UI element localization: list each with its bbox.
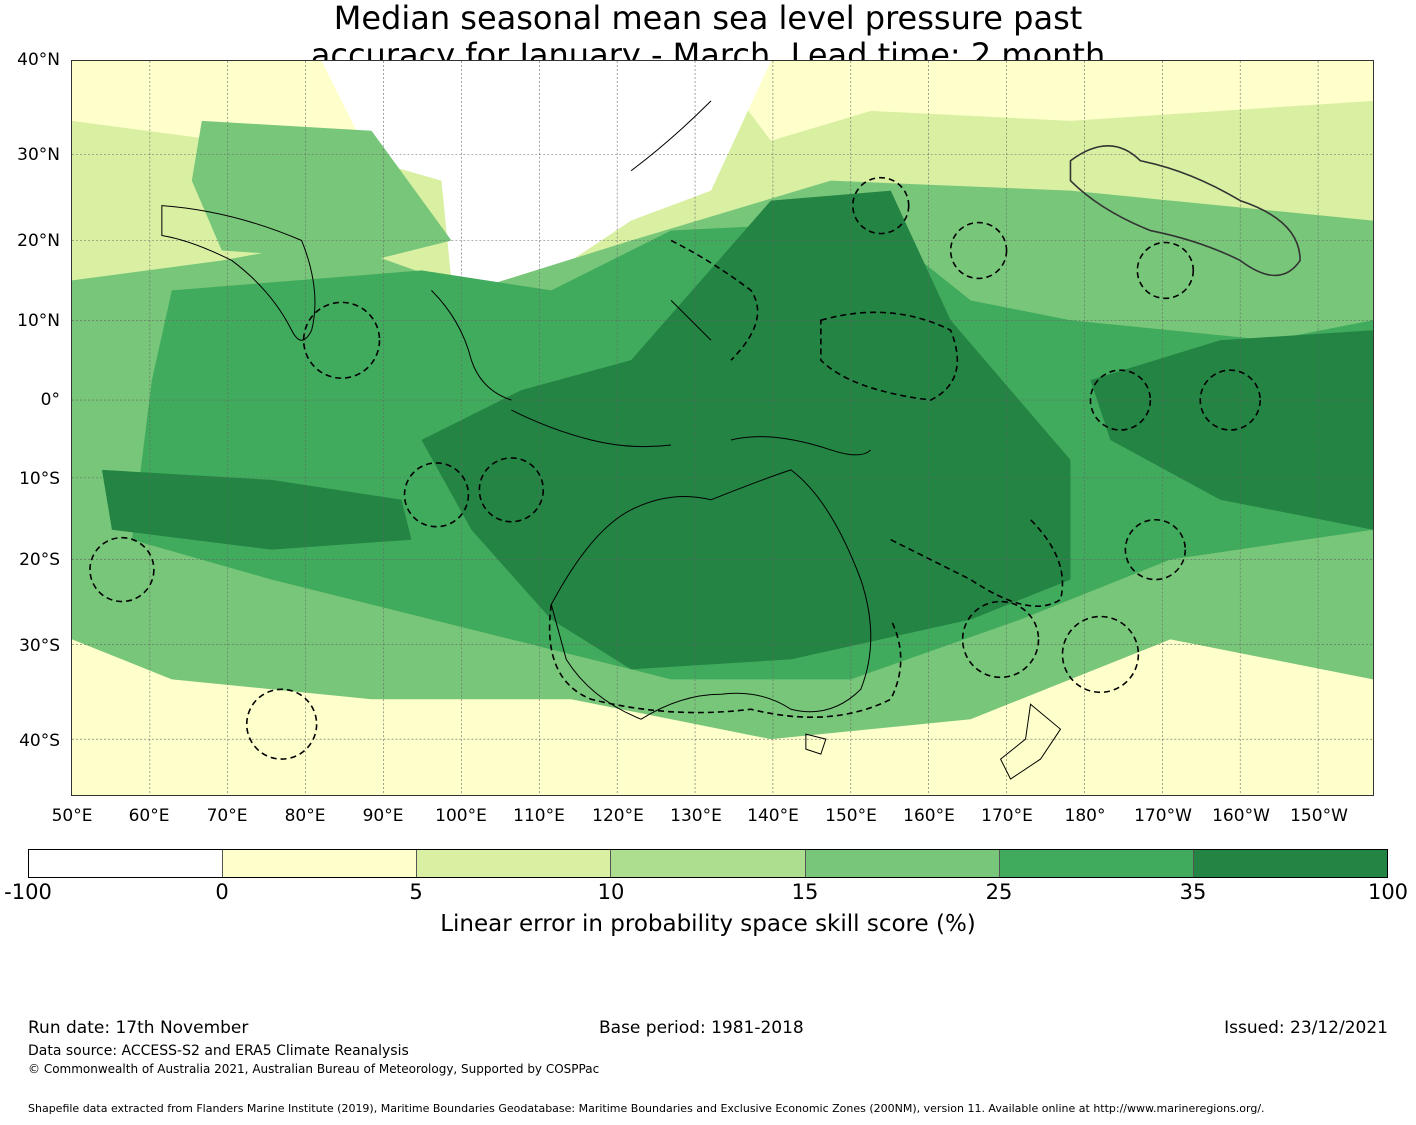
lon-label-50e: 50°E — [51, 806, 93, 826]
lon-label-70e: 70°E — [206, 806, 248, 826]
indonesia-coast — [511, 409, 672, 448]
india-moderate-skill — [191, 120, 452, 261]
lon-label-110e: 110°E — [513, 806, 565, 826]
lon-label-80e: 80°E — [284, 806, 326, 826]
colorbar-tick: -100 — [4, 880, 52, 904]
lon-label-60e: 60°E — [128, 806, 170, 826]
run-date: Run date: 17th November — [28, 1018, 249, 1038]
issued-date: Issued: 23/12/2021 — [1224, 1018, 1388, 1038]
lon-label-170e: 170°E — [981, 806, 1033, 826]
copyright: © Commonwealth of Australia 2021, Austra… — [28, 1062, 600, 1076]
colorbar-segment — [29, 850, 224, 877]
lat-label-10n: 10°N — [17, 311, 60, 331]
colorbar-tick: 15 — [791, 880, 819, 904]
colorbar-tick: 0 — [215, 880, 229, 904]
lat-label-40n: 40°N — [17, 50, 60, 70]
lon-label-170w: 170°W — [1134, 806, 1192, 826]
lon-label-150e: 150°E — [825, 806, 877, 826]
colorbar-label: Linear error in probability space skill … — [440, 911, 976, 937]
lon-label-150w: 150°W — [1290, 806, 1348, 826]
philippines-coast — [670, 299, 712, 341]
lon-label-90e: 90°E — [362, 806, 404, 826]
colorbar-tick: 35 — [1179, 880, 1207, 904]
map-title-line1: Median seasonal mean sea level pressure … — [333, 0, 1083, 37]
base-period: Base period: 1981-2018 — [599, 1018, 804, 1038]
tasmania-coast — [805, 733, 827, 755]
lat-label-20n: 20°N — [17, 231, 60, 251]
new-zealand-coast — [999, 703, 1062, 780]
north-pacific-low-skill-area — [711, 61, 1373, 141]
lat-label-10s: 10°S — [19, 469, 60, 489]
colorbar-tick: 5 — [409, 880, 423, 904]
lon-label-140e: 140°E — [747, 806, 799, 826]
skill-score-map — [71, 60, 1374, 796]
colorbar-segment — [611, 850, 806, 877]
data-source: Data source: ACCESS-S2 and ERA5 Climate … — [28, 1043, 409, 1059]
lat-label-40s: 40°S — [19, 731, 60, 751]
lon-label-160w: 160°W — [1212, 806, 1270, 826]
lat-label-equator: 0° — [40, 390, 60, 410]
lon-label-160e: 160°E — [903, 806, 955, 826]
japan-coast — [630, 100, 712, 172]
lat-label-30s: 30°S — [19, 636, 60, 656]
shapefile-credit: Shapefile data extracted from Flanders M… — [28, 1102, 1265, 1115]
negative-skill-east-asia — [321, 61, 771, 301]
very-high-skill-maritime-continent — [421, 190, 1071, 670]
graticule — [72, 61, 1373, 795]
southeast-asia-coast — [431, 290, 512, 401]
australia-coast — [550, 469, 872, 720]
eez-boundaries — [89, 176, 1261, 760]
lon-label-130e: 130°E — [670, 806, 722, 826]
colorbar-tick: 25 — [985, 880, 1013, 904]
colorbar-tick: 10 — [597, 880, 625, 904]
colorbar-tick: 100 — [1367, 880, 1409, 904]
lon-label-180: 180° — [1064, 806, 1106, 826]
coastlines — [161, 100, 1062, 780]
lon-label-100e: 100°E — [435, 806, 487, 826]
colorbar-segment — [223, 850, 418, 877]
new-guinea-coast — [730, 436, 872, 456]
colorbar-segment — [1193, 850, 1387, 877]
colorbar-segment — [417, 850, 612, 877]
india-coast — [161, 205, 316, 341]
lon-label-120e: 120°E — [592, 806, 644, 826]
lat-label-30n: 30°N — [17, 145, 60, 165]
lat-label-20s: 20°S — [19, 550, 60, 570]
hawaii-eez-boundary — [1069, 144, 1301, 277]
colorbar — [28, 849, 1388, 878]
colorbar-segment — [999, 850, 1194, 877]
very-high-skill-indian-ocean — [101, 469, 412, 550]
colorbar-segment — [805, 850, 1000, 877]
